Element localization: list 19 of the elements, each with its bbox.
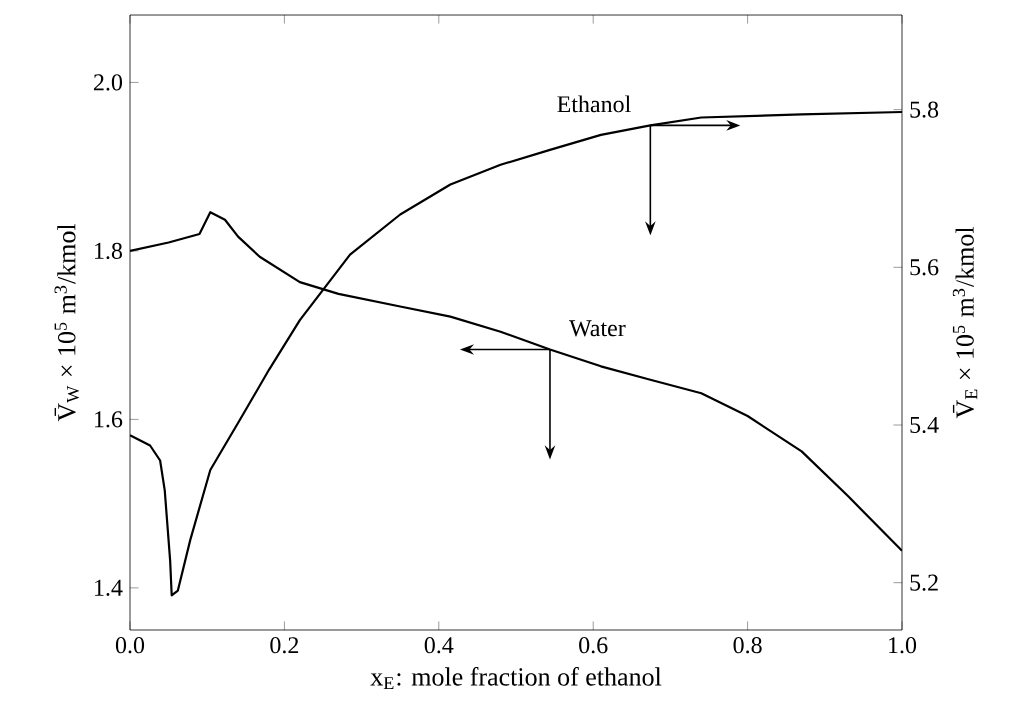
x-tick-label: 0.2	[270, 637, 299, 654]
annotation: Ethanol	[557, 95, 631, 113]
y2-tick-label: 5.6	[910, 259, 939, 276]
x-tick-label: 0.0	[115, 637, 145, 654]
y2-tick-label: 5.2	[910, 574, 938, 591]
x-tick-label: 1.0	[889, 637, 917, 654]
x-tick-label: 0.4	[424, 637, 454, 654]
y2-tick-label: 5.8	[910, 101, 939, 118]
y-tick-label: 1.6	[95, 411, 123, 428]
y-tick-label: 2.0	[94, 74, 123, 91]
annotation: Water	[569, 320, 626, 337]
y2-axis-title: V̄$_{E}$ × 10$^{5}$ m$^{3}$/kmol	[952, 226, 978, 419]
y2-tick-label: 5.4	[910, 416, 939, 434]
x-tick-label: 0.8	[733, 637, 762, 654]
x-tick-label: 0.6	[579, 637, 608, 654]
x-axis-title: x$_{E}$: mole fraction of ethanol	[370, 667, 662, 690]
y-tick-label: 1.8	[95, 242, 123, 260]
y-tick-label: 1.4	[95, 579, 123, 596]
y-axis-title: V̄$_{W}$ × 10$^{5}$ m$^{3}$/kmol	[54, 223, 80, 422]
